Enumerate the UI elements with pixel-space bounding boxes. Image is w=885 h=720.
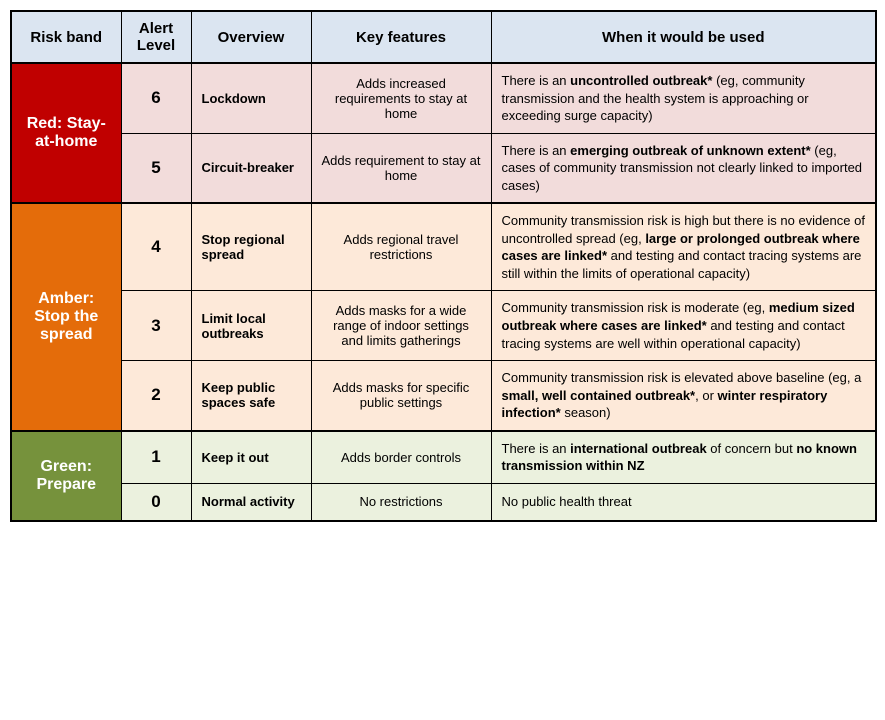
risk-band-cell: Green: Prepare <box>11 431 121 521</box>
table-row: 2Keep public spaces safeAdds masks for s… <box>11 361 876 431</box>
features-cell: Adds requirement to stay at home <box>311 133 491 203</box>
table-row: 3Limit local outbreaksAdds masks for a w… <box>11 291 876 361</box>
features-cell: Adds masks for a wide range of indoor se… <box>311 291 491 361</box>
table-row: Red: Stay-at-home6LockdownAdds increased… <box>11 63 876 133</box>
alert-level-cell: 0 <box>121 483 191 521</box>
col-risk-header: Risk band <box>11 11 121 63</box>
overview-cell: Normal activity <box>191 483 311 521</box>
table-body: Red: Stay-at-home6LockdownAdds increased… <box>11 63 876 521</box>
alert-level-cell: 6 <box>121 63 191 133</box>
when-cell: Community transmission risk is elevated … <box>491 361 876 431</box>
features-cell: Adds regional travel restrictions <box>311 203 491 291</box>
when-cell: Community transmission risk is moderate … <box>491 291 876 361</box>
when-cell: There is an uncontrolled outbreak* (eg, … <box>491 63 876 133</box>
features-cell: Adds border controls <box>311 431 491 484</box>
overview-cell: Limit local outbreaks <box>191 291 311 361</box>
alert-level-cell: 1 <box>121 431 191 484</box>
when-cell: There is an emerging outbreak of unknown… <box>491 133 876 203</box>
table-row: Green: Prepare1Keep it outAdds border co… <box>11 431 876 484</box>
when-cell: There is an international outbreak of co… <box>491 431 876 484</box>
table-row: 0Normal activityNo restrictionsNo public… <box>11 483 876 521</box>
table-row: 5Circuit-breakerAdds requirement to stay… <box>11 133 876 203</box>
overview-cell: Circuit-breaker <box>191 133 311 203</box>
overview-cell: Keep it out <box>191 431 311 484</box>
col-when-header: When it would be used <box>491 11 876 63</box>
when-cell: Community transmission risk is high but … <box>491 203 876 291</box>
overview-cell: Stop regional spread <box>191 203 311 291</box>
alert-level-cell: 4 <box>121 203 191 291</box>
alert-level-cell: 2 <box>121 361 191 431</box>
features-cell: No restrictions <box>311 483 491 521</box>
col-overview-header: Overview <box>191 11 311 63</box>
col-features-header: Key features <box>311 11 491 63</box>
risk-band-cell: Amber: Stop the spread <box>11 203 121 430</box>
col-level-header: Alert Level <box>121 11 191 63</box>
overview-cell: Lockdown <box>191 63 311 133</box>
overview-cell: Keep public spaces safe <box>191 361 311 431</box>
alert-levels-table: Risk band Alert Level Overview Key featu… <box>10 10 877 522</box>
features-cell: Adds masks for specific public settings <box>311 361 491 431</box>
table-header: Risk band Alert Level Overview Key featu… <box>11 11 876 63</box>
when-cell: No public health threat <box>491 483 876 521</box>
alert-level-cell: 3 <box>121 291 191 361</box>
table-row: Amber: Stop the spread4Stop regional spr… <box>11 203 876 291</box>
features-cell: Adds increased requirements to stay at h… <box>311 63 491 133</box>
risk-band-cell: Red: Stay-at-home <box>11 63 121 203</box>
alert-level-cell: 5 <box>121 133 191 203</box>
